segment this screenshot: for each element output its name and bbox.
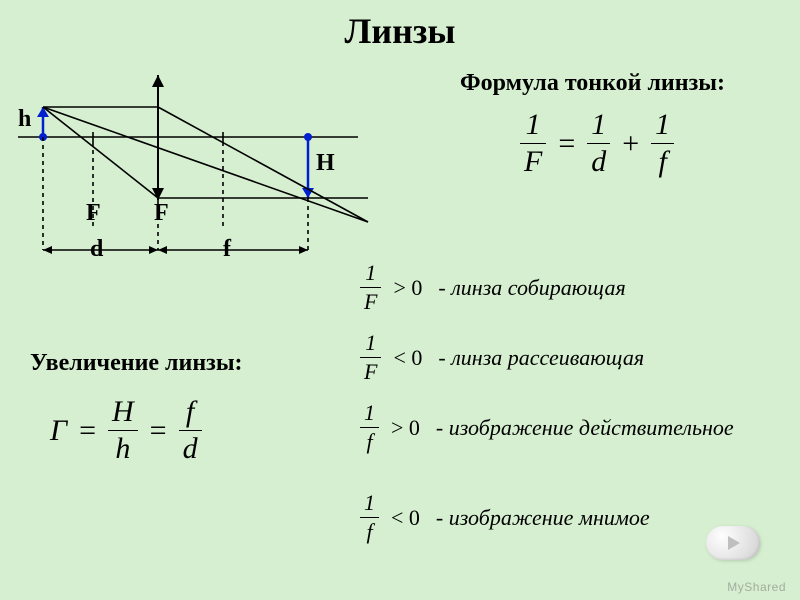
thin-lens-lhs-den: F: [520, 145, 546, 179]
watermark-text: MyShared: [727, 580, 786, 594]
condition-row: 1F> 0 - линза собирающая: [360, 260, 626, 315]
plus-sign: +: [620, 127, 641, 161]
gamma-symbol: Г: [50, 414, 67, 448]
label-F-right: F: [154, 200, 169, 227]
condition-row: 1f> 0 - изображение действительное: [360, 400, 734, 455]
thin-lens-formula: 1F = 1d + 1f: [520, 108, 674, 179]
magnification-subtitle: Увеличение линзы:: [30, 350, 243, 377]
label-f: f: [223, 236, 231, 263]
condition-frac: 1f> 0: [360, 400, 422, 455]
condition-text: - линза рассеивающая: [438, 345, 644, 370]
equals-sign-2: =: [77, 414, 98, 448]
magnification-formula: Г = Hh = fd: [50, 395, 202, 466]
label-h: h: [18, 106, 31, 133]
page-root: Линзы h H F F d f Формула тонкой линзы: …: [0, 0, 800, 600]
mag-a-num: H: [108, 395, 138, 429]
play-icon: [724, 534, 742, 552]
equals-sign: =: [556, 127, 577, 161]
condition-frac: 1F< 0: [360, 330, 424, 385]
play-button[interactable]: [706, 526, 760, 560]
thin-lens-r1-num: 1: [587, 108, 610, 142]
condition-frac: 1f< 0: [360, 490, 422, 545]
mag-b-num: f: [179, 395, 202, 429]
lens-ray-diagram: h H F F d f: [18, 70, 378, 290]
condition-text: - изображение действительное: [436, 415, 734, 440]
condition-row: 1f< 0 - изображение мнимое: [360, 490, 650, 545]
condition-row: 1F< 0 - линза рассеивающая: [360, 330, 644, 385]
thin-lens-lhs-num: 1: [520, 108, 546, 142]
condition-text: - линза собирающая: [438, 275, 625, 300]
label-d: d: [90, 236, 103, 263]
mag-b-den: d: [179, 432, 202, 466]
thin-lens-r2-den: f: [651, 145, 674, 179]
thin-lens-r2-num: 1: [651, 108, 674, 142]
condition-frac: 1F> 0: [360, 260, 424, 315]
page-title: Линзы: [0, 10, 800, 52]
thin-lens-subtitle: Формула тонкой линзы:: [460, 70, 725, 97]
mag-a-den: h: [108, 432, 138, 466]
label-F-left: F: [86, 200, 101, 227]
equals-sign-3: =: [148, 414, 169, 448]
label-H-upper: H: [316, 150, 335, 177]
thin-lens-r1-den: d: [587, 145, 610, 179]
condition-text: - изображение мнимое: [436, 505, 650, 530]
